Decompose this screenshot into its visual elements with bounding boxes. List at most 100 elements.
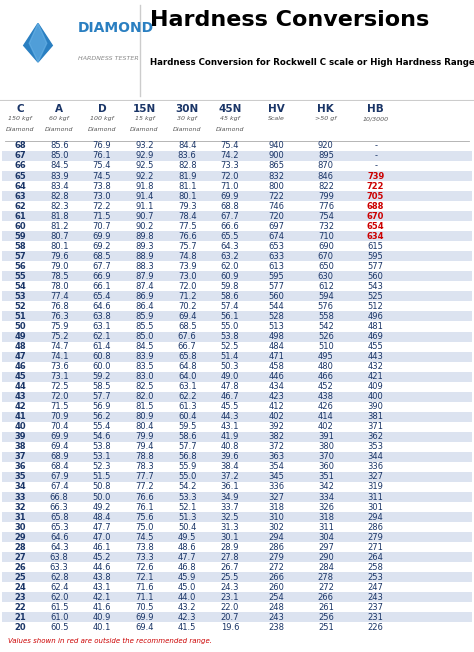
Text: 342: 342 bbox=[318, 482, 334, 492]
Bar bbox=[2, 381, 472, 392]
Text: 72.0: 72.0 bbox=[220, 171, 239, 181]
Text: 73.6: 73.6 bbox=[50, 362, 69, 371]
Text: 72.5: 72.5 bbox=[50, 382, 69, 391]
Text: 60.4: 60.4 bbox=[178, 412, 197, 421]
Text: 71.2: 71.2 bbox=[178, 292, 197, 301]
Text: 29: 29 bbox=[14, 533, 26, 542]
Bar bbox=[2, 502, 472, 512]
Text: 26.7: 26.7 bbox=[220, 563, 239, 572]
Text: 50: 50 bbox=[14, 322, 26, 331]
Text: 85.0: 85.0 bbox=[50, 151, 69, 160]
Text: 87.9: 87.9 bbox=[135, 272, 154, 281]
Bar bbox=[2, 282, 472, 291]
Text: 402: 402 bbox=[268, 412, 284, 421]
Text: 63.3: 63.3 bbox=[50, 563, 69, 572]
Text: 75.9: 75.9 bbox=[50, 322, 69, 331]
Bar bbox=[2, 321, 472, 331]
Bar bbox=[2, 402, 472, 412]
Text: 74.5: 74.5 bbox=[135, 533, 154, 542]
Text: 88.9: 88.9 bbox=[135, 252, 154, 261]
Text: 22.0: 22.0 bbox=[221, 603, 239, 612]
Text: 243: 243 bbox=[368, 593, 383, 602]
Text: 54: 54 bbox=[14, 282, 26, 291]
Text: Diamond: Diamond bbox=[130, 127, 159, 132]
Text: 45.5: 45.5 bbox=[221, 402, 239, 411]
Text: 51.3: 51.3 bbox=[178, 512, 197, 522]
Text: 68.5: 68.5 bbox=[92, 252, 111, 261]
Text: 45.0: 45.0 bbox=[178, 583, 196, 592]
Text: 68: 68 bbox=[14, 141, 26, 151]
Text: 84.5: 84.5 bbox=[50, 162, 69, 170]
Text: -: - bbox=[374, 151, 377, 160]
Text: 56.2: 56.2 bbox=[92, 412, 111, 421]
Text: 62.2: 62.2 bbox=[178, 393, 197, 401]
Text: 434: 434 bbox=[268, 382, 284, 391]
Text: 271: 271 bbox=[368, 542, 383, 552]
Text: 25: 25 bbox=[14, 572, 26, 582]
Text: 57.7: 57.7 bbox=[92, 393, 111, 401]
Text: 370: 370 bbox=[318, 452, 334, 462]
Bar bbox=[2, 161, 472, 171]
Text: 67.7: 67.7 bbox=[220, 212, 239, 220]
Text: 455: 455 bbox=[368, 342, 383, 351]
Text: 62.0: 62.0 bbox=[220, 262, 239, 271]
Text: 243: 243 bbox=[268, 613, 284, 622]
Text: 286: 286 bbox=[368, 523, 383, 531]
Text: 100 kgf: 100 kgf bbox=[90, 116, 114, 121]
Text: 62.1: 62.1 bbox=[92, 332, 111, 341]
Text: 71.5: 71.5 bbox=[92, 212, 111, 220]
Text: 55.9: 55.9 bbox=[178, 462, 196, 471]
Text: 65: 65 bbox=[14, 171, 26, 181]
Text: 334: 334 bbox=[318, 492, 334, 501]
Text: 525: 525 bbox=[368, 292, 383, 301]
Text: 30.1: 30.1 bbox=[220, 533, 239, 542]
Text: 822: 822 bbox=[318, 181, 334, 190]
Text: 50.3: 50.3 bbox=[220, 362, 239, 371]
Text: Hardness Conversion for Rockwell C scale or High Hardness Range: Hardness Conversion for Rockwell C scale… bbox=[150, 58, 474, 67]
Text: 52: 52 bbox=[14, 302, 26, 311]
Text: 150 kgf: 150 kgf bbox=[8, 116, 32, 121]
Text: 78.8: 78.8 bbox=[135, 452, 154, 462]
Text: 41.9: 41.9 bbox=[221, 432, 239, 441]
Text: 55.0: 55.0 bbox=[178, 473, 196, 481]
Text: -: - bbox=[374, 162, 377, 170]
Text: 85.0: 85.0 bbox=[135, 332, 154, 341]
Text: 20.7: 20.7 bbox=[220, 613, 239, 622]
Text: 353: 353 bbox=[368, 442, 383, 451]
Text: 272: 272 bbox=[318, 583, 334, 592]
Text: 43: 43 bbox=[14, 393, 26, 401]
Text: 258: 258 bbox=[368, 563, 383, 572]
Text: 560: 560 bbox=[368, 272, 383, 281]
Text: 75.7: 75.7 bbox=[178, 242, 197, 251]
Text: 24: 24 bbox=[14, 583, 26, 592]
Text: 54.2: 54.2 bbox=[178, 482, 196, 492]
Text: 426: 426 bbox=[318, 402, 334, 411]
Text: 61.0: 61.0 bbox=[50, 613, 69, 622]
Text: 381: 381 bbox=[368, 412, 383, 421]
Text: 513: 513 bbox=[268, 322, 284, 331]
Text: 70.4: 70.4 bbox=[50, 422, 69, 432]
Text: 900: 900 bbox=[268, 151, 284, 160]
Text: 92.2: 92.2 bbox=[136, 171, 154, 181]
Text: 722: 722 bbox=[268, 192, 284, 201]
Text: 68.4: 68.4 bbox=[50, 462, 69, 471]
Text: 480: 480 bbox=[318, 362, 334, 371]
Bar bbox=[2, 472, 472, 482]
Text: 69.4: 69.4 bbox=[50, 442, 69, 451]
Text: 28: 28 bbox=[14, 542, 26, 552]
Bar bbox=[2, 211, 472, 221]
Text: 443: 443 bbox=[368, 352, 383, 361]
Text: 60: 60 bbox=[14, 222, 26, 231]
Text: 66.9: 66.9 bbox=[92, 272, 111, 281]
Text: 56.9: 56.9 bbox=[92, 402, 111, 411]
Text: C: C bbox=[16, 104, 24, 114]
Text: 85.6: 85.6 bbox=[50, 141, 69, 151]
Text: 327: 327 bbox=[368, 473, 383, 481]
Bar bbox=[2, 301, 472, 312]
Text: 75.4: 75.4 bbox=[92, 162, 111, 170]
Text: 510: 510 bbox=[318, 342, 334, 351]
Text: 49.5: 49.5 bbox=[178, 533, 196, 542]
Text: 594: 594 bbox=[318, 292, 334, 301]
Text: 75.2: 75.2 bbox=[50, 332, 69, 341]
Text: 56: 56 bbox=[14, 262, 26, 271]
